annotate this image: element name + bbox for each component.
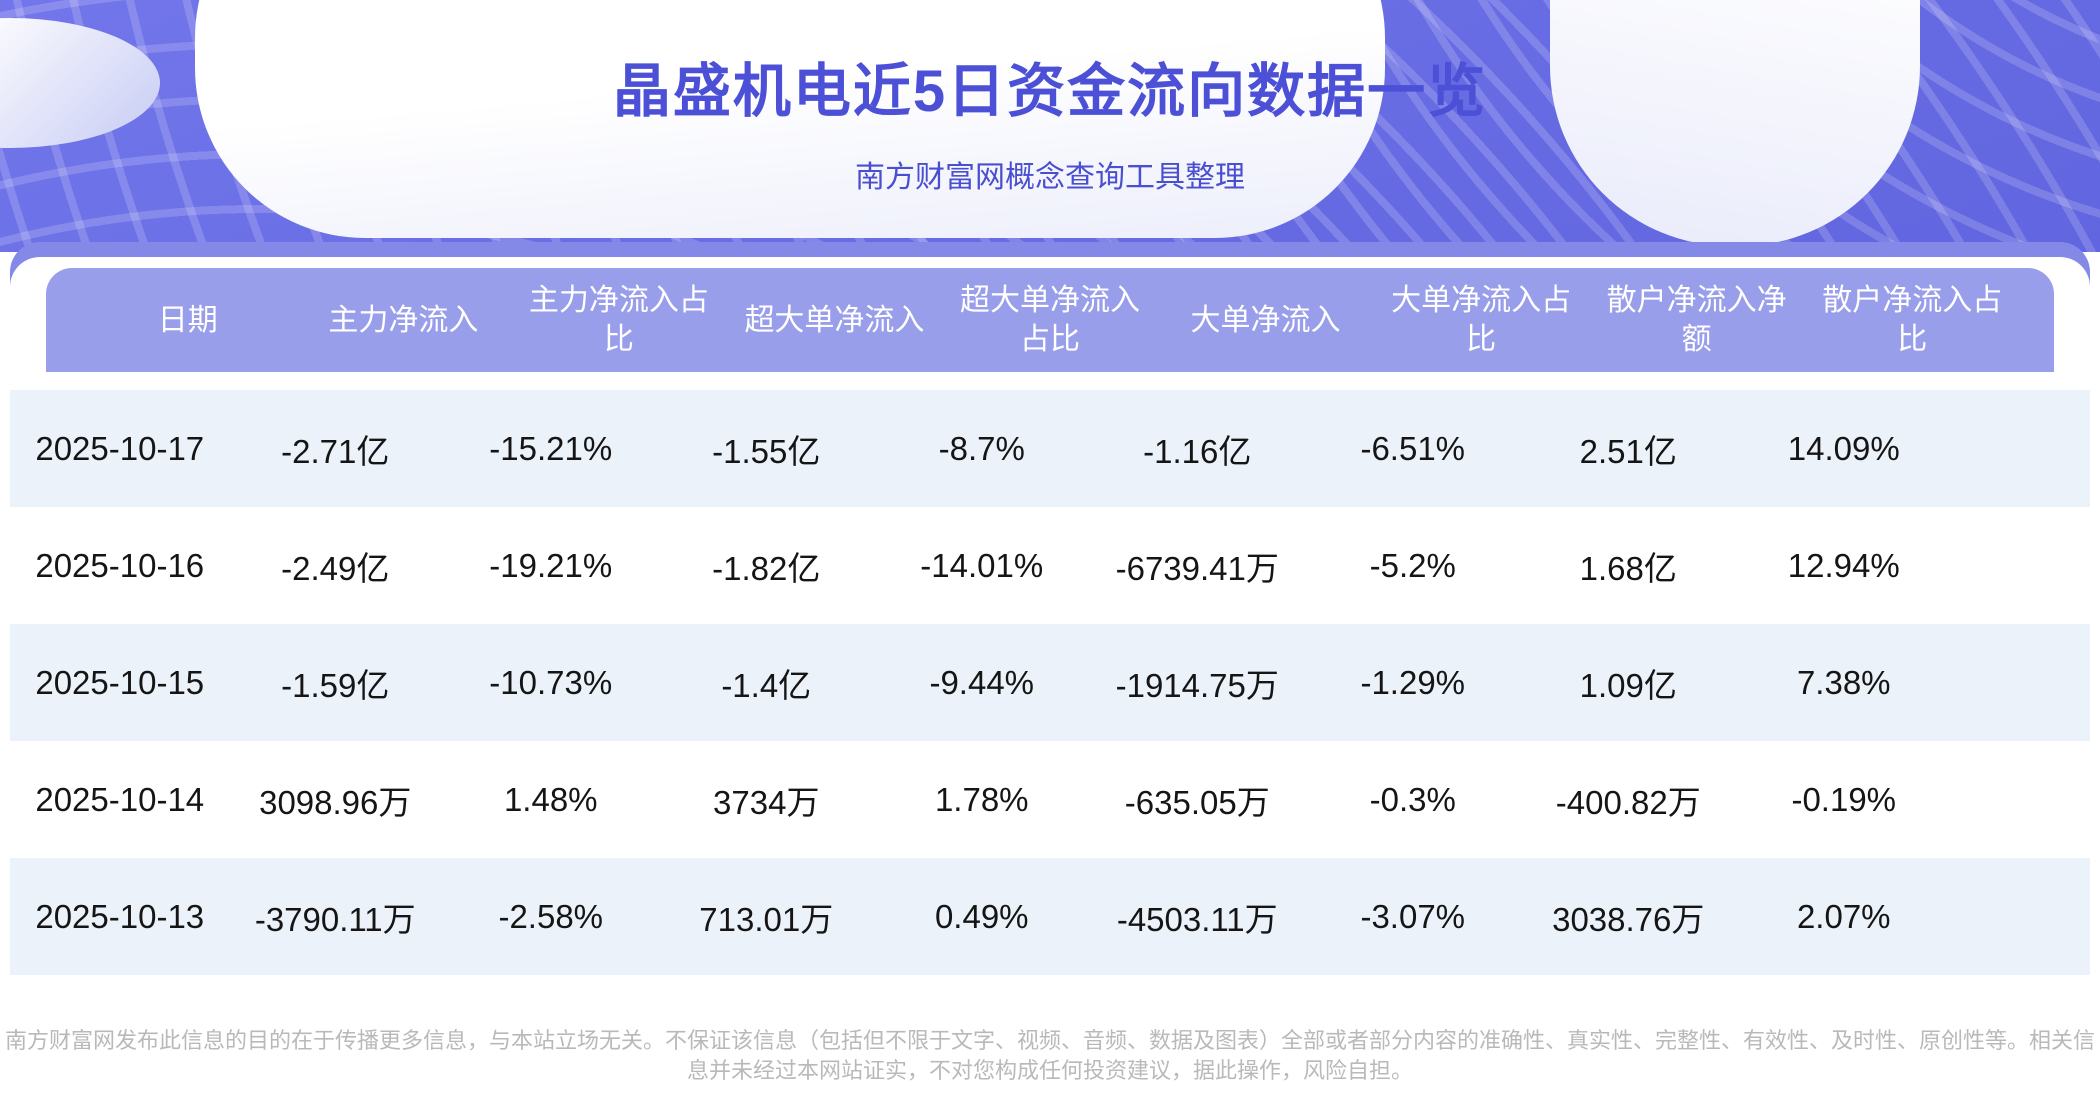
cell-large-order-net-inflow-ratio: -5.2% [1369,546,1456,584]
cell-main-net-inflow-ratio: -2.58% [498,897,604,935]
cell-retail-net-inflow: 2.51亿 [1579,432,1677,470]
cell-main-net-inflow-ratio: -10.73% [489,663,613,701]
column-header-date: 日期 [157,303,218,337]
cell-large-order-net-inflow: -1914.75万 [1115,666,1279,704]
page-subtitle: 南方财富网概念查询工具整理 [855,161,1245,194]
cell-xl-order-net-inflow: -1.55亿 [712,432,821,470]
cell-retail-net-inflow: 1.09亿 [1579,666,1677,704]
hero-banner: 晶盛机电近5日资金流向数据一览 南方财富网概念查询工具整理 [0,0,2100,252]
cell-retail-net-inflow: 3038.76万 [1552,900,1705,938]
table-row: 2025-10-15 -1.59亿 -10.73% -1.4亿 -9.44% -… [10,624,2090,741]
disclaimer-line: 息并未经过本网站证实，不对您构成任何投资建议，据此操作，风险自担。 [686,1058,1413,1083]
cell-date: 2025-10-16 [35,546,205,584]
cell-large-order-net-inflow-ratio: -1.29% [1360,663,1466,701]
cell-main-net-inflow-ratio: 1.48% [503,780,598,818]
cell-retail-net-inflow-ratio: -0.19% [1791,780,1897,818]
cell-large-order-net-inflow: -4503.11万 [1116,900,1278,938]
column-header-xl-order-net-inflow-ratio: 超大单净流入占比 [959,284,1140,356]
cell-large-order-net-inflow-ratio: -3.07% [1360,897,1466,935]
cell-xl-order-net-inflow: 713.01万 [699,900,834,938]
cell-retail-net-inflow-ratio: 14.09% [1787,429,1900,467]
cell-main-net-inflow-ratio: -19.21% [489,546,613,584]
cell-xl-order-net-inflow-ratio: -8.7% [938,429,1025,467]
cell-main-net-inflow-ratio: -15.21% [489,429,613,467]
disclaimer: 南方财富网发布此信息的目的在于传播更多信息，与本站立场无关。不保证该信息（包括但… [0,1026,2100,1086]
column-header-main-net-inflow: 主力净流入 [328,303,479,337]
column-header-retail-net-inflow: 散户净流入净额 [1606,284,1787,356]
cell-retail-net-inflow-ratio: 12.94% [1787,546,1900,584]
cell-date: 2025-10-13 [35,897,205,935]
page-title: 晶盛机电近5日资金流向数据一览 [612,59,1488,124]
cell-retail-net-inflow: -400.82万 [1555,783,1701,821]
cell-date: 2025-10-15 [35,663,205,701]
cell-main-net-inflow: 3098.96万 [259,783,412,821]
column-header-large-order-net-inflow: 大单净流入 [1190,303,1341,337]
cell-xl-order-net-inflow: 3734万 [713,783,820,821]
table-header-row: 日期 主力净流入 主力净流入占比 超大单净流入 超大单净流入占比 大单净流入 大… [46,268,2054,372]
table-row: 2025-10-13 -3790.11万 -2.58% 713.01万 0.49… [10,858,2090,975]
title-panel [195,0,1385,238]
cell-xl-order-net-inflow-ratio: 1.78% [934,780,1029,818]
table-row: 2025-10-17 -2.71亿 -15.21% -1.55亿 -8.7% -… [10,390,2090,507]
cell-retail-net-inflow-ratio: 7.38% [1796,663,1891,701]
column-header-retail-net-inflow-ratio: 散户净流入占比 [1822,284,2003,356]
cell-large-order-net-inflow: -1.16亿 [1143,432,1252,470]
column-header-large-order-net-inflow-ratio: 大单净流入占比 [1391,284,1572,356]
cell-main-net-inflow: -2.71亿 [281,432,390,470]
column-header-main-net-inflow-ratio: 主力净流入占比 [528,284,709,356]
cell-large-order-net-inflow: -6739.41万 [1115,549,1279,587]
cell-large-order-net-inflow-ratio: -0.3% [1369,780,1456,818]
cell-large-order-net-inflow-ratio: -6.51% [1360,429,1466,467]
cell-retail-net-inflow-ratio: 2.07% [1796,897,1891,935]
table-body: 2025-10-17 -2.71亿 -15.21% -1.55亿 -8.7% -… [10,390,2090,975]
disclaimer-line: 南方财富网发布此信息的目的在于传播更多信息，与本站立场无关。不保证该信息（包括但… [4,1028,2095,1053]
cell-xl-order-net-inflow: -1.82亿 [712,549,821,587]
cell-xl-order-net-inflow: -1.4亿 [721,666,812,704]
cell-xl-order-net-inflow-ratio: 0.49% [934,897,1029,935]
cell-retail-net-inflow: 1.68亿 [1579,549,1677,587]
cell-large-order-net-inflow: -635.05万 [1124,783,1270,821]
table-row: 2025-10-14 3098.96万 1.48% 3734万 1.78% -6… [10,741,2090,858]
cell-xl-order-net-inflow-ratio: -14.01% [920,546,1044,584]
cell-xl-order-net-inflow-ratio: -9.44% [929,663,1035,701]
cell-main-net-inflow: -3790.11万 [254,900,416,938]
cell-date: 2025-10-17 [35,429,205,467]
cell-date: 2025-10-14 [35,780,205,818]
cell-main-net-inflow: -1.59亿 [281,666,390,704]
cell-main-net-inflow: -2.49亿 [281,549,390,587]
table-row: 2025-10-16 -2.49亿 -19.21% -1.82亿 -14.01%… [10,507,2090,624]
column-header-xl-order-net-inflow: 超大单净流入 [744,303,925,337]
